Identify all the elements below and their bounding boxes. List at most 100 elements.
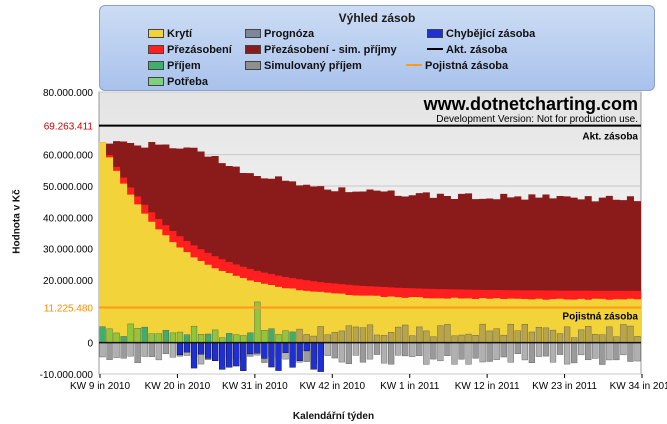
bar-sim-prijem <box>402 342 409 357</box>
bar-sim-prijem <box>113 342 120 358</box>
bar-sim-prijem <box>592 342 599 359</box>
bar-sim-prijem <box>500 342 507 358</box>
bar-prognoza <box>310 335 317 343</box>
reference-value-label: 11.225.480 <box>44 303 94 314</box>
reference-value-label: 69.263.411 <box>44 122 94 133</box>
potreba-swatch-icon <box>148 77 164 86</box>
bar-chybejici <box>190 342 198 369</box>
y-tick-label: 40.000.000 <box>43 213 93 224</box>
bar-chybejici <box>176 342 184 356</box>
bar-sim-prijem <box>606 342 613 361</box>
bar-prognoza <box>507 324 514 343</box>
x-tick-label: KW 42 in 2010 <box>299 381 365 392</box>
watermark-title: www.dotnetcharting.com <box>423 94 638 114</box>
bar-prognoza <box>387 332 395 343</box>
bar-sim-prijem <box>99 342 106 358</box>
x-axis-label: Kalendářní týden <box>292 411 375 422</box>
kryti-swatch-icon <box>148 29 164 38</box>
bar-sim-prijem <box>599 342 606 365</box>
bar-prognoza <box>606 326 613 343</box>
bar-sim-prijem <box>387 342 395 365</box>
bar-chybejici <box>212 342 219 361</box>
bar-prognoza <box>556 333 564 343</box>
akt-zasoba-line-icon <box>427 48 443 50</box>
bar-prijem <box>212 329 219 343</box>
bar-sim-prijem <box>345 342 353 364</box>
bar-prijem <box>226 333 233 343</box>
legend-item-sim-prijem: Simulovaný příjem <box>245 60 362 72</box>
reference-name-label: Akt. zásoba <box>582 132 638 143</box>
bar-prognoza <box>620 324 627 343</box>
x-tick-label: KW 9 in 2010 <box>70 381 130 392</box>
bar-sim-prijem <box>380 342 388 364</box>
bar-prognoza <box>366 324 374 343</box>
bar-prijem <box>233 334 240 343</box>
legend-item-prezasobeni: Přezásobení <box>148 44 232 56</box>
bar-sim-prijem <box>578 342 585 356</box>
bar-prijem <box>148 333 155 343</box>
bar-prognoza <box>549 329 557 343</box>
bar-prognoza <box>380 335 388 343</box>
bar-prognoza <box>535 326 543 343</box>
bar-sim-prijem <box>514 342 521 354</box>
bar-prognoza <box>563 326 571 343</box>
bar-prijem <box>113 332 120 343</box>
bar-chybejici <box>204 342 212 359</box>
bar-prognoza <box>317 326 324 343</box>
x-tick-label: KW 34 in 2011 <box>610 381 667 392</box>
bar-chybejici <box>282 342 289 353</box>
bar-sim-prijem <box>627 342 634 362</box>
bar-sim-prijem <box>571 342 578 364</box>
bar-prognoza <box>599 334 606 343</box>
bar-chybejici <box>197 342 205 355</box>
bar-prognoza <box>465 333 472 343</box>
bar-sim-prijem <box>352 342 360 356</box>
bar-prognoza <box>493 328 500 343</box>
y-tick-label: 0 <box>87 339 93 350</box>
bar-prognoza <box>528 331 536 343</box>
bar-chybejici <box>289 342 296 368</box>
bar-prijem <box>190 325 198 343</box>
legend-label: Potřeba <box>167 76 208 88</box>
bar-sim-prijem <box>127 342 134 357</box>
bar-prognoza <box>451 335 458 343</box>
bar-prijem <box>176 331 184 343</box>
bar-prijem <box>204 333 212 343</box>
legend-label: Krytí <box>167 28 193 40</box>
bar-prijem <box>247 332 254 343</box>
bar-prognoza <box>542 327 550 343</box>
legend-item-pojistna: Pojistná zásoba <box>406 60 508 72</box>
bar-chybejici <box>261 342 268 359</box>
bar-sim-prijem <box>338 342 345 363</box>
prognoza-swatch-icon <box>245 29 261 38</box>
bar-sim-prijem <box>585 342 592 361</box>
bar-sim-prijem <box>563 342 571 365</box>
bar-prognoza <box>331 332 338 343</box>
bar-sim-prijem <box>395 342 402 356</box>
bar-sim-prijem <box>423 342 430 365</box>
bar-prijem <box>275 334 282 343</box>
reference-lines: 69.263.411 Akt. zásoba 11.225.480 Pojistná … <box>44 122 641 322</box>
bar-prognoza <box>521 324 528 343</box>
bar-prognoza <box>324 334 331 343</box>
prezasobeni-swatch-icon <box>148 45 164 54</box>
bar-prognoza <box>472 335 479 343</box>
bar-sim-prijem <box>366 342 374 360</box>
bar-prijem <box>183 334 191 343</box>
y-axis-label: Hodnota v Kč <box>11 189 23 254</box>
bar-prognoza <box>514 330 521 343</box>
legend-item-akt-zasoba: Akt. zásoba <box>427 44 507 56</box>
legend-item-prijem: Příjem <box>148 60 201 72</box>
y-tick-label: -10.000.000 <box>40 370 94 381</box>
bar-prognoza <box>578 329 585 343</box>
bar-chybejici <box>247 342 254 355</box>
bar-sim-prijem <box>162 342 169 355</box>
bar-prognoza <box>296 328 303 343</box>
watermark-subtitle: Development Version: Not for production … <box>436 114 638 125</box>
y-tick-label: 20.000.000 <box>43 276 93 287</box>
bar-sim-prijem <box>141 342 148 357</box>
bar-prognoza <box>430 336 437 343</box>
bar-prognoza <box>479 323 486 343</box>
bar-prognoza <box>437 325 444 343</box>
